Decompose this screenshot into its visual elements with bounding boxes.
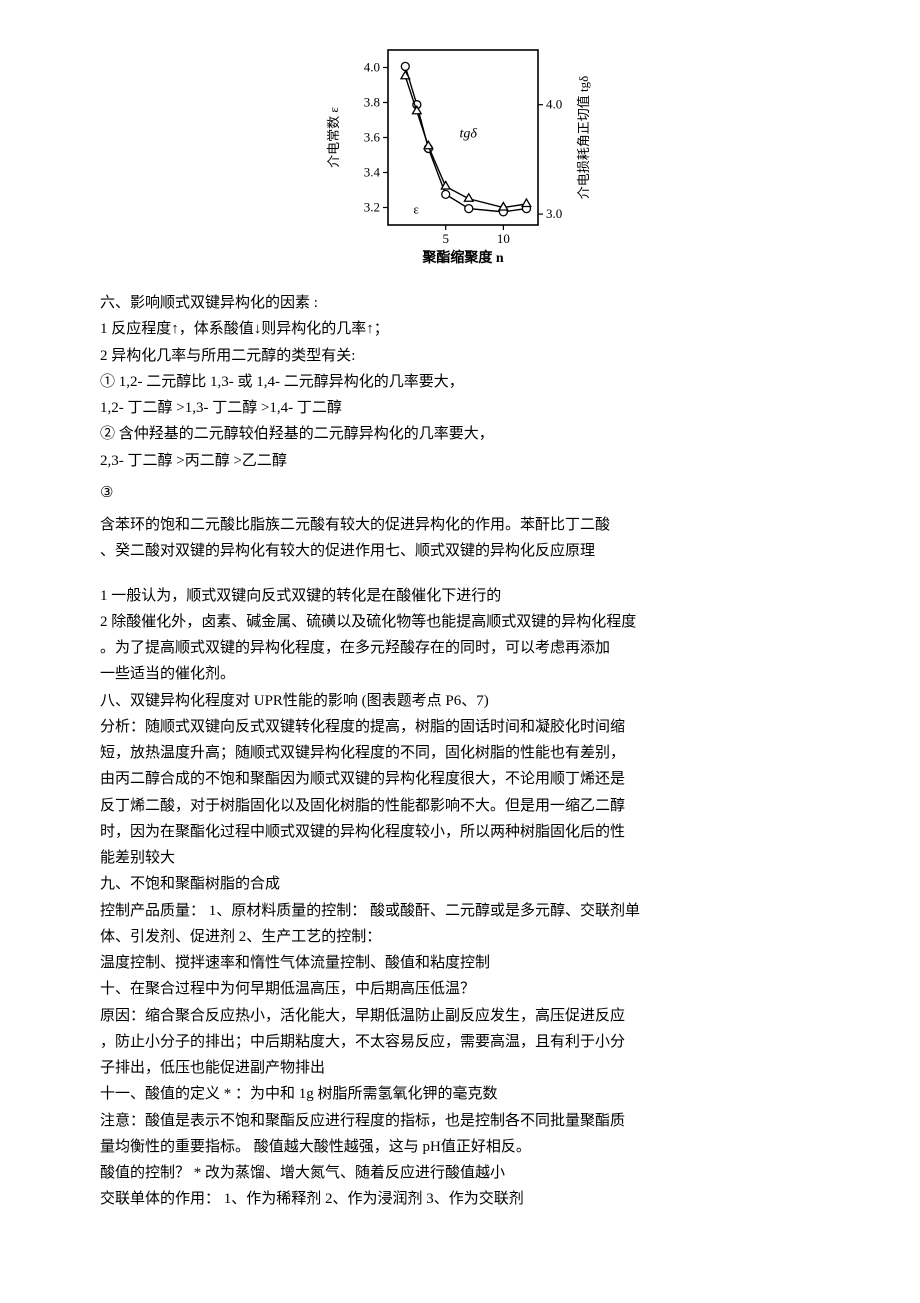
section-11-title: 十一、酸值的定义 * ：为中和 1g 树脂所需氢氧化钾的毫克数 bbox=[100, 1081, 820, 1107]
svg-text:10: 10 bbox=[497, 231, 510, 246]
chart-container: 3.2 3.4 3.6 3.8 4.0 3.0 4.0 5 10 介电常数 ε 介电损耗角正切值 t… bbox=[100, 40, 820, 270]
section-6-title: 六、影响顺式双键异构化的因素 : bbox=[100, 290, 820, 316]
svg-text:3.2: 3.2 bbox=[364, 200, 380, 215]
text-line: 1,2- 丁二醇 >1,3- 丁二醇 >1,4- 丁二醇 bbox=[100, 395, 820, 421]
text-line: 体、引发剂、促进剂 2、生产工艺的控制： bbox=[100, 924, 820, 950]
text-line: 温度控制、搅拌速率和惰性气体流量控制、酸值和粘度控制 bbox=[100, 950, 820, 976]
svg-text:5: 5 bbox=[442, 231, 449, 246]
text-line: 分析：随顺式双键向反式双键转化程度的提高，树脂的固话时间和凝胶化时间缩 bbox=[100, 714, 820, 740]
dielectric-chart: 3.2 3.4 3.6 3.8 4.0 3.0 4.0 5 10 介电常数 ε 介电损耗角正切值 t… bbox=[320, 40, 600, 270]
text-line: 2 异构化几率与所用二元醇的类型有关: bbox=[100, 343, 820, 369]
text-line: 原因：缩合聚合反应热小，活化能大，早期低温防止副反应发生，高压促进反应 bbox=[100, 1003, 820, 1029]
text-line: 时，因为在聚酯化过程中顺式双键的异构化程度较小，所以两种树脂固化后的性 bbox=[100, 819, 820, 845]
text-line: 1 反应程度↑，体系酸值↓则异构化的几率↑； bbox=[100, 316, 820, 342]
svg-text:3.0: 3.0 bbox=[546, 206, 562, 221]
svg-text:tgδ: tgδ bbox=[460, 127, 478, 142]
svg-text:ε: ε bbox=[413, 202, 419, 217]
text-line: 2 除酸催化外，卤素、碱金属、硫磺以及硫化物等也能提高顺式双键的异构化程度 bbox=[100, 609, 820, 635]
svg-text:4.0: 4.0 bbox=[364, 60, 380, 75]
svg-text:4.0: 4.0 bbox=[546, 97, 562, 112]
svg-text:3.6: 3.6 bbox=[364, 130, 381, 145]
text-line: 反丁烯二酸，对于树脂固化以及固化树脂的性能都影响不大。但是用一缩乙二醇 bbox=[100, 793, 820, 819]
text-line: ① 1,2- 二元醇比 1,3- 或 1,4- 二元醇异构化的几率要大， bbox=[100, 369, 820, 395]
text-line: 短，放热温度升高；随顺式双键异构化程度的不同，固化树脂的性能也有差别， bbox=[100, 740, 820, 766]
text-line: 、癸二酸对双键的异构化有较大的促进作用七、顺式双键的异构化反应原理 bbox=[100, 538, 820, 564]
section-9-title: 九、不饱和聚酯树脂的合成 bbox=[100, 871, 820, 897]
text-line: 一些适当的催化剂。 bbox=[100, 661, 820, 687]
text-line: 能差别较大 bbox=[100, 845, 820, 871]
text-line: 1 一般认为，顺式双键向反式双键的转化是在酸催化下进行的 bbox=[100, 583, 820, 609]
text-line: 2,3- 丁二醇 >丙二醇 >乙二醇 bbox=[100, 448, 820, 474]
text-line: 由丙二醇合成的不饱和聚酯因为顺式双键的异构化程度很大，不论用顺丁烯还是 bbox=[100, 766, 820, 792]
text-line: 交联单体的作用： 1、作为稀释剂 2、作为浸润剂 3、作为交联剂 bbox=[100, 1186, 820, 1212]
svg-text:介电常数 ε: 介电常数 ε bbox=[326, 107, 341, 168]
svg-text:3.8: 3.8 bbox=[364, 95, 380, 110]
text-line: 量均衡性的重要指标。 酸值越大酸性越强，这与 pH值正好相反。 bbox=[100, 1134, 820, 1160]
text-line: ② 含仲羟基的二元醇较伯羟基的二元醇异构化的几率要大， bbox=[100, 421, 820, 447]
text-line: 酸值的控制？ * 改为蒸馏、增大氮气、随着反应进行酸值越小 bbox=[100, 1160, 820, 1186]
svg-text:介电损耗角正切值 tgδ: 介电损耗角正切值 tgδ bbox=[576, 76, 591, 200]
text-line: 控制产品质量： 1、原材料质量的控制： 酸或酸酐、二元醇或是多元醇、交联剂单 bbox=[100, 898, 820, 924]
svg-text:聚酯缩聚度 n: 聚酯缩聚度 n bbox=[421, 249, 503, 266]
text-line: 含苯环的饱和二元酸比脂族二元酸有较大的促进异构化的作用。苯酐比丁二酸 bbox=[100, 512, 820, 538]
section-10-title: 十、在聚合过程中为何早期低温高压，中后期高压低温？ bbox=[100, 976, 820, 1002]
text-line: 子排出，低压也能促进副产物排出 bbox=[100, 1055, 820, 1081]
text-line: 注意：酸值是表示不饱和聚酯反应进行程度的指标，也是控制各不同批量聚酯质 bbox=[100, 1108, 820, 1134]
text-line: ③ bbox=[100, 480, 820, 506]
text-line: ，防止小分子的排出；中后期粘度大，不太容易反应，需要高温，且有利于小分 bbox=[100, 1029, 820, 1055]
text-line: 。为了提高顺式双键的异构化程度，在多元羟酸存在的同时，可以考虑再添加 bbox=[100, 635, 820, 661]
section-8-title: 八、双键异构化程度对 UPR性能的影响 (图表题考点 P6、7) bbox=[100, 688, 820, 714]
svg-text:3.4: 3.4 bbox=[364, 165, 381, 180]
